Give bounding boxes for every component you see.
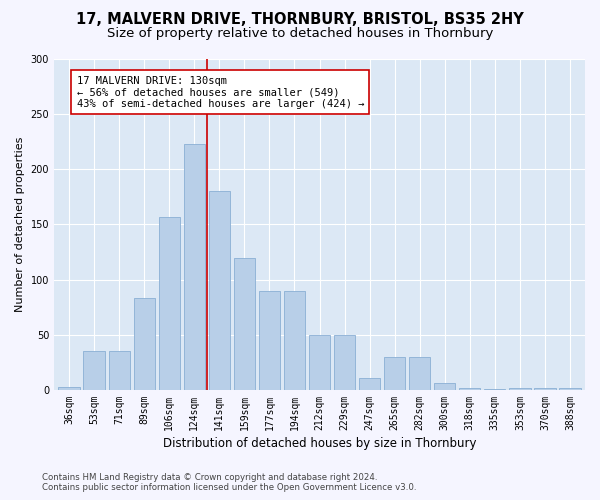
Text: Size of property relative to detached houses in Thornbury: Size of property relative to detached ho… (107, 28, 493, 40)
Bar (459, 388, 481, 390)
Bar (409, 357, 430, 390)
Bar (534, 388, 556, 390)
Bar (184, 144, 205, 390)
Bar (259, 290, 280, 390)
Bar (434, 384, 455, 390)
Bar (158, 217, 180, 390)
Bar (58, 386, 80, 390)
Bar (334, 335, 355, 390)
Text: 17, MALVERN DRIVE, THORNBURY, BRISTOL, BS35 2HY: 17, MALVERN DRIVE, THORNBURY, BRISTOL, B… (76, 12, 524, 28)
Bar (509, 388, 530, 390)
Bar (234, 258, 255, 390)
Bar (109, 352, 130, 390)
Text: Contains HM Land Registry data © Crown copyright and database right 2024.
Contai: Contains HM Land Registry data © Crown c… (42, 473, 416, 492)
Bar (384, 357, 406, 390)
Bar (134, 298, 155, 390)
X-axis label: Distribution of detached houses by size in Thornbury: Distribution of detached houses by size … (163, 437, 476, 450)
Bar (484, 389, 505, 390)
Bar (284, 290, 305, 390)
Bar (83, 352, 105, 390)
Bar (359, 378, 380, 390)
Bar (209, 192, 230, 390)
Bar (559, 388, 581, 390)
Bar (309, 335, 330, 390)
Y-axis label: Number of detached properties: Number of detached properties (15, 137, 25, 312)
Text: 17 MALVERN DRIVE: 130sqm
← 56% of detached houses are smaller (549)
43% of semi-: 17 MALVERN DRIVE: 130sqm ← 56% of detach… (77, 76, 364, 108)
